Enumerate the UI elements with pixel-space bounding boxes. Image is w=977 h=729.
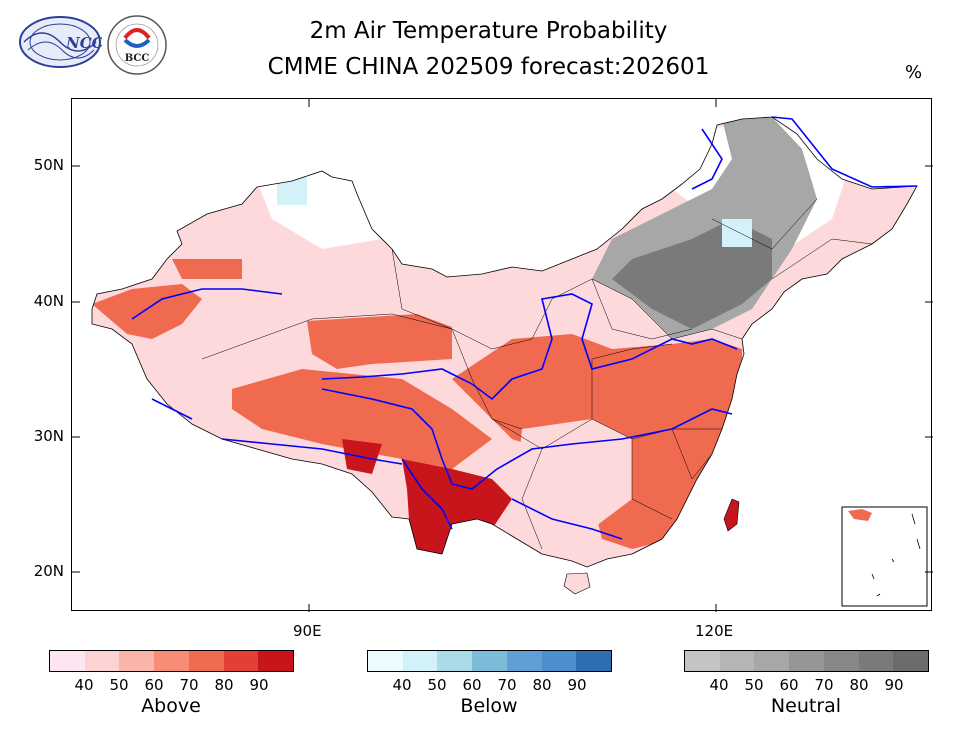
neutral-color-cell bbox=[789, 651, 824, 671]
below-color-cell bbox=[472, 651, 507, 671]
below-tick-label: 80 bbox=[532, 676, 552, 694]
below-color-cell bbox=[402, 651, 438, 671]
neutral-tick-label: 70 bbox=[814, 676, 834, 694]
neutral-colorbar bbox=[684, 650, 929, 672]
below-color-cell bbox=[437, 651, 473, 671]
below-color-cell bbox=[541, 651, 577, 671]
inset-coast bbox=[848, 509, 872, 521]
neutral-tick-label: 60 bbox=[779, 676, 799, 694]
lat-label-30n: 30N bbox=[33, 427, 64, 445]
south-china-sea-inset bbox=[841, 506, 928, 607]
ncc-logo: NCC bbox=[18, 14, 104, 74]
below-tick-label: 60 bbox=[462, 676, 482, 694]
above-tick-label: 40 bbox=[74, 676, 94, 694]
neutral-color-cell bbox=[858, 651, 894, 671]
unit-label: % bbox=[905, 62, 923, 83]
above-color-cell bbox=[258, 651, 294, 671]
above-color-cell bbox=[223, 651, 259, 671]
neutral-color-cell bbox=[685, 651, 720, 671]
neutral-legend-title: Neutral bbox=[770, 695, 842, 717]
below-colorbar bbox=[367, 650, 612, 672]
lat-label-50n: 50N bbox=[33, 156, 64, 174]
above-color-cell bbox=[188, 651, 224, 671]
below-tick-label: 70 bbox=[497, 676, 517, 694]
above-tick-label: 70 bbox=[179, 676, 199, 694]
above-color-cell bbox=[119, 651, 155, 671]
rivers bbox=[131, 116, 918, 540]
above-colorbar bbox=[49, 650, 294, 672]
bcc-logo: BCC bbox=[106, 14, 168, 80]
above-tick-label: 60 bbox=[144, 676, 164, 694]
above-legend-title: Above bbox=[141, 695, 201, 717]
above-color-cell bbox=[154, 651, 189, 671]
neutral-tick-label: 90 bbox=[884, 676, 904, 694]
below-tick-label: 50 bbox=[427, 676, 447, 694]
neutral-tick-label: 40 bbox=[709, 676, 729, 694]
inset-islands bbox=[871, 513, 921, 597]
province-boundaries bbox=[201, 198, 873, 550]
below-color-cell bbox=[506, 651, 542, 671]
below-color-cell bbox=[576, 651, 612, 671]
lat-label-40n: 40N bbox=[33, 292, 64, 310]
svg-text:BCC: BCC bbox=[125, 53, 150, 64]
below-tick-label: 90 bbox=[567, 676, 587, 694]
neutral-tick-label: 80 bbox=[849, 676, 869, 694]
lon-label-90e: 90E bbox=[293, 622, 322, 640]
chart-subtitle: CMME CHINA 202509 forecast:202601 bbox=[267, 54, 710, 80]
below-legend-title: Below bbox=[460, 695, 518, 717]
above-tick-label: 50 bbox=[109, 676, 129, 694]
neutral-color-cell bbox=[719, 651, 755, 671]
map-frame bbox=[71, 98, 933, 612]
below-color-cell bbox=[368, 651, 403, 671]
above-color-cell bbox=[84, 651, 120, 671]
chart-title: 2m Air Temperature Probability bbox=[309, 18, 668, 44]
neutral-color-cell bbox=[823, 651, 859, 671]
below-tick-label: 40 bbox=[392, 676, 412, 694]
above-tick-label: 90 bbox=[249, 676, 269, 694]
forecast-map bbox=[72, 99, 933, 612]
neutral-color-cell bbox=[893, 651, 929, 671]
lon-label-120e: 120E bbox=[695, 622, 734, 640]
svg-text:NCC: NCC bbox=[65, 34, 102, 52]
taiwan bbox=[723, 498, 740, 532]
axis-ticks bbox=[72, 99, 933, 612]
above-tick-label: 80 bbox=[214, 676, 234, 694]
neutral-tick-label: 50 bbox=[744, 676, 764, 694]
hainan bbox=[563, 572, 591, 595]
lat-label-20n: 20N bbox=[33, 562, 64, 580]
above-color-cell bbox=[50, 651, 85, 671]
neutral-color-cell bbox=[754, 651, 790, 671]
